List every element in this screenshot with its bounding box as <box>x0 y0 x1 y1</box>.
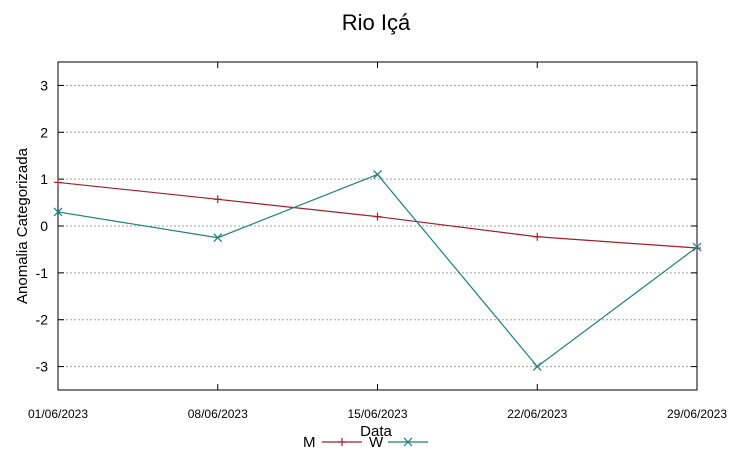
y-axis-ticks: 3 2 1 0 -1 -2 -3 <box>36 77 697 375</box>
y-tick-label: 3 <box>40 77 48 93</box>
marker-stroke <box>53 207 63 217</box>
marker-stroke <box>373 170 382 179</box>
y-tick-label: -3 <box>36 359 49 375</box>
plus-marker <box>533 232 542 241</box>
x-axis-label: Data <box>360 423 392 440</box>
x-tick-label: 22/06/2023 <box>507 407 567 421</box>
plus-marker <box>693 244 701 253</box>
cross-marker <box>403 437 413 447</box>
legend-label: M <box>303 434 316 451</box>
x-tick-label: 29/06/2023 <box>667 407 727 421</box>
cross-marker <box>53 207 63 217</box>
cross-marker <box>373 170 382 179</box>
plus-marker <box>338 438 346 446</box>
cross-marker <box>213 233 223 243</box>
y-tick-label: 1 <box>40 171 48 187</box>
y-tick-label: -2 <box>36 312 49 328</box>
legend-label: W <box>369 434 384 451</box>
grid-layer <box>58 84 697 368</box>
y-tick-label: 2 <box>40 124 48 140</box>
plus-marker <box>54 178 62 187</box>
series-layer <box>53 170 702 371</box>
y-tick-label: 0 <box>40 218 48 234</box>
chart-title: Rio Içá <box>342 10 411 35</box>
marker-stroke <box>692 242 702 252</box>
marker-stroke <box>532 362 542 371</box>
x-tick-label: 15/06/2023 <box>347 407 407 421</box>
plus-marker <box>213 195 222 204</box>
cross-marker <box>692 242 702 252</box>
marker-stroke <box>403 437 413 447</box>
plus-marker <box>373 212 382 221</box>
x-tick-label: 01/06/2023 <box>28 407 88 421</box>
y-axis-label: Anomalia Categorizada <box>14 147 31 304</box>
plot-frame <box>57 61 698 391</box>
y-tick-label: -1 <box>36 265 49 281</box>
cross-marker <box>532 362 542 371</box>
marker-stroke <box>213 233 223 243</box>
x-axis-ticks: 01/06/2023 08/06/2023 15/06/2023 22/06/2023… <box>28 62 727 421</box>
series-line-W <box>57 173 698 368</box>
x-tick-label: 08/06/2023 <box>188 407 248 421</box>
